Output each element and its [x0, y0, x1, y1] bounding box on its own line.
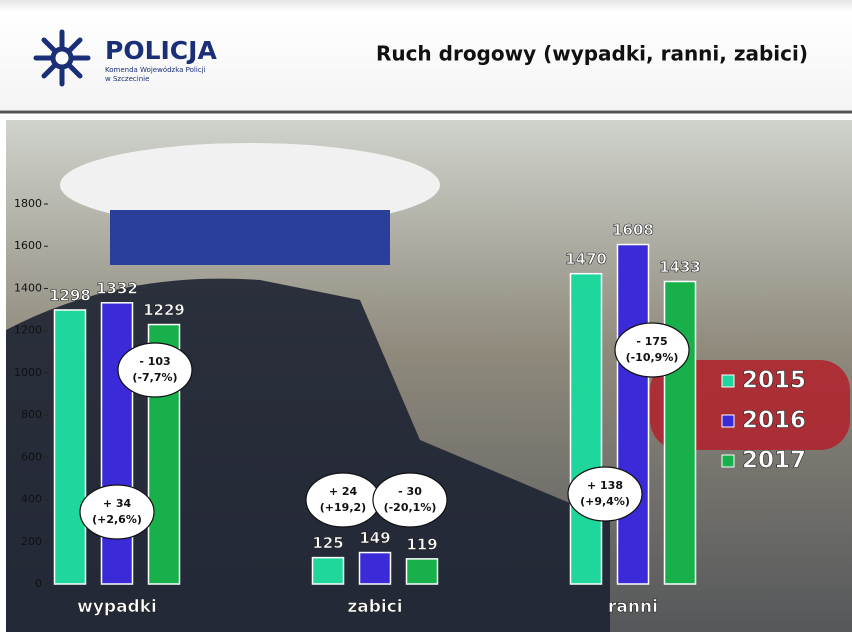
annotation-bubble	[79, 484, 155, 540]
annotation-text: (+19,2)	[320, 501, 366, 514]
bar	[569, 272, 603, 585]
bar	[405, 558, 439, 585]
annotation-bubble	[305, 472, 381, 528]
car	[650, 360, 850, 450]
cap	[60, 143, 440, 227]
annotation-text: - 175	[636, 335, 667, 348]
value-label: 1470	[565, 250, 607, 268]
value-label: 119	[406, 535, 437, 553]
annotation-bubble	[567, 466, 643, 522]
annotation-bubble	[614, 322, 690, 378]
legend-label: 2017	[742, 448, 806, 474]
bar	[358, 551, 392, 585]
bar	[616, 243, 650, 585]
value-label: 1298	[49, 286, 91, 304]
value-label: 149	[359, 529, 390, 547]
y-tick-label: 0	[35, 577, 42, 590]
bar	[311, 556, 345, 585]
value-label: 1433	[659, 258, 701, 276]
cap-band	[110, 210, 390, 265]
y-tick-label: 1400	[14, 281, 42, 294]
annotation-text: + 24	[329, 485, 358, 498]
logo-subtitle: w Szczecinie	[105, 75, 149, 83]
y-tick-label: 800	[21, 408, 42, 421]
annotation-text: (+9,4%)	[580, 495, 630, 508]
annotation-text: + 138	[587, 479, 623, 492]
legend-label: 2015	[742, 368, 806, 394]
value-label: 1229	[143, 301, 185, 319]
annotation-text: (+2,6%)	[92, 513, 142, 526]
annotation-text: (-20,1%)	[384, 501, 437, 514]
value-label: 125	[312, 534, 343, 552]
value-label: 1608	[612, 221, 654, 239]
y-tick-label: 200	[21, 535, 42, 548]
value-label: 1332	[96, 279, 138, 297]
x-tick-label: wypadki	[77, 597, 157, 617]
legend-label: 2016	[742, 408, 806, 434]
annotation-text: (-7,7%)	[132, 371, 177, 384]
annotation-bubble	[372, 472, 448, 528]
bar	[100, 302, 134, 585]
annotation-text: (-10,9%)	[626, 351, 679, 364]
x-tick-label: ranni	[608, 597, 658, 617]
y-tick-label: 400	[21, 493, 42, 506]
y-tick-label: 1600	[14, 239, 42, 252]
annotation-text: - 103	[139, 355, 170, 368]
legend-swatch	[721, 374, 735, 388]
y-tick-label: 1800	[14, 197, 42, 210]
logo-subtitle: Komenda Wojewódzka Policji	[105, 66, 206, 74]
header	[0, 0, 852, 110]
slide-title: Ruch drogowy (wypadki, ranni, zabici)	[376, 42, 808, 66]
annotation-bubble	[117, 342, 193, 398]
y-tick-label: 1000	[14, 366, 42, 379]
x-tick-label: zabici	[347, 597, 402, 617]
y-tick-label: 600	[21, 450, 42, 463]
logo-text: POLICJA	[105, 36, 217, 65]
logo-star	[33, 29, 91, 87]
annotation-text: + 34	[103, 497, 132, 510]
legend-swatch	[721, 454, 735, 468]
y-tick-label: 1200	[14, 324, 42, 337]
annotation-text: - 30	[398, 485, 422, 498]
bar	[53, 309, 87, 585]
legend-swatch	[721, 414, 735, 428]
